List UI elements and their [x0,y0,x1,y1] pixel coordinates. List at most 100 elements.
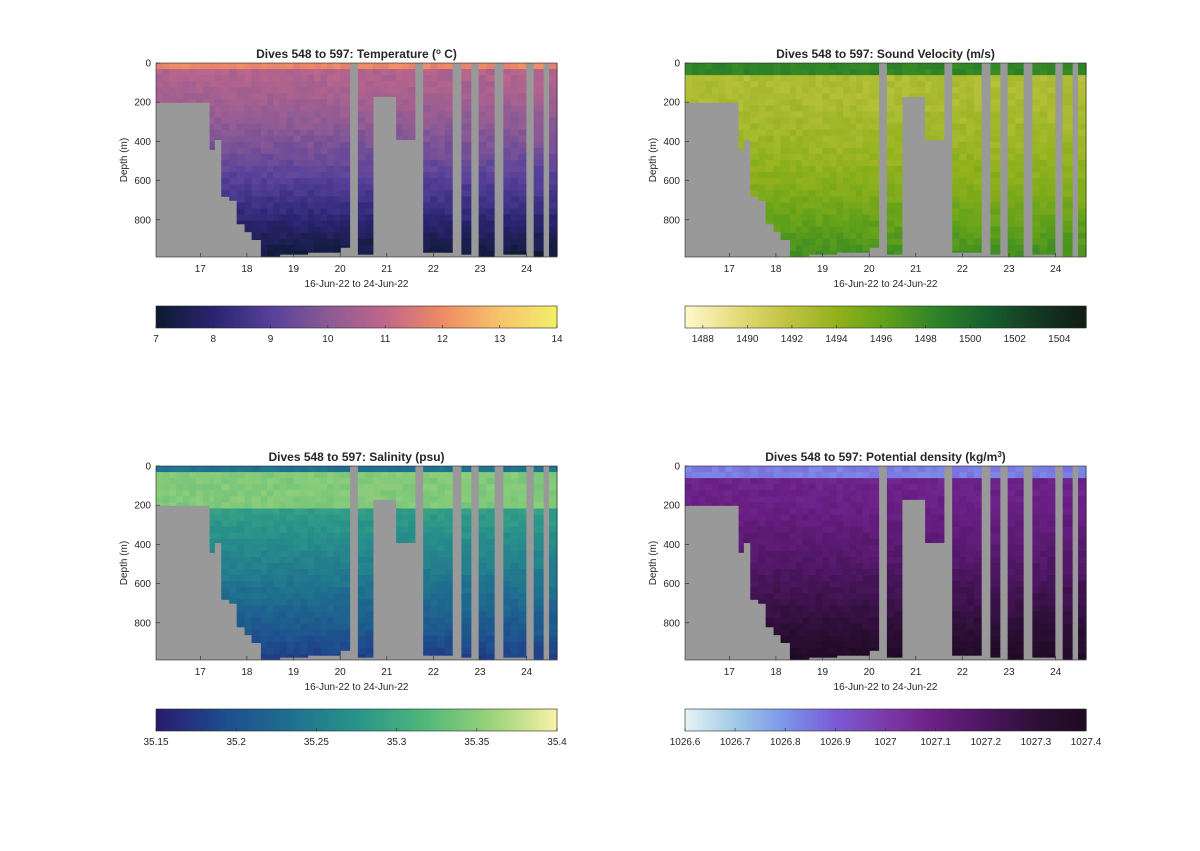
heatmap-cell [952,563,961,570]
heatmap-cell [251,484,262,491]
heatmap-cell [1007,166,1016,173]
heatmap-cell [461,220,472,228]
colorbar-segment [453,306,458,328]
heatmap-cell [815,478,824,485]
heatmap-cell [869,599,880,607]
heatmap-cell [365,250,374,255]
heatmap-cell [300,172,309,179]
colorbar-segment [553,306,558,328]
heatmap-cell [966,232,975,240]
heatmap-cell [718,75,726,82]
heatmap-cell [314,641,322,649]
heatmap-cell [843,99,851,107]
heatmap-cell [437,93,446,100]
heatmap-cell [293,550,302,558]
heatmap-cell [1062,87,1073,94]
heatmap-cell [510,81,519,88]
heatmap-cell [802,629,810,637]
heatmap-cell [789,160,797,167]
heatmap-cell [267,502,274,510]
heatmap-cell [952,123,961,131]
heatmap-cell [1015,87,1024,94]
heatmap-cell [856,105,864,113]
heatmap-cell [437,526,446,534]
heatmap-cell [1062,244,1073,252]
heatmap-cell [802,135,810,143]
heatmap-cell [478,99,487,107]
heatmap-cell [461,569,472,576]
heatmap-cell [423,623,432,631]
heatmap-cell [909,496,918,500]
heatmap-cell [273,617,281,625]
heatmap-cell [773,466,782,473]
heatmap-cell [815,629,824,637]
heatmap-cell [380,75,389,82]
heatmap-cell [503,593,512,600]
heatmap-cell [176,490,184,497]
heatmap-cell [886,502,895,510]
heatmap-cell [849,466,857,473]
heatmap-cell [320,117,328,125]
heatmap-cell [357,160,366,167]
heatmap-cell [836,490,844,497]
colorbar-segment [176,306,180,328]
heatmap-cell [1007,238,1016,246]
heatmap-cell [300,478,309,485]
heatmap-cell [780,569,791,576]
heatmap-cell [333,111,341,119]
heatmap-cell [333,490,341,497]
heatmap-cell [802,563,810,570]
heatmap-cell [286,641,295,649]
heatmap-cell [229,466,238,473]
heatmap-cell [886,190,895,197]
heatmap-cell [260,184,268,191]
heatmap-cell [765,502,775,510]
heatmap-cell [189,69,197,76]
heatmap-cell [251,593,262,600]
heatmap-cell [260,196,268,204]
heatmap-cell [510,250,519,255]
colorbar-segment [379,709,384,731]
heatmap-cell [510,508,519,516]
heatmap-cell [990,514,1001,522]
heatmap-cell [1015,599,1024,607]
heatmap-cell [273,244,281,252]
heatmap-cell [789,587,797,594]
heatmap-cell [478,514,487,522]
heatmap-cell [510,244,519,252]
heatmap-cell [862,472,870,479]
heatmap-cell [731,81,740,88]
heatmap-cell [357,226,366,234]
colorbar-segment [196,306,201,328]
heatmap-cell [244,508,253,516]
heatmap-cell [365,484,374,491]
heatmap-cell [236,202,246,210]
colorbar-tick-label: 10 [322,334,334,345]
heatmap-cell [1047,611,1056,619]
heatmap-cell [990,232,1001,240]
heatmap-cell [780,117,791,125]
heatmap-cell [901,93,911,97]
heatmap-cell [251,466,262,473]
heatmap-cell [698,93,706,100]
heatmap-cell [802,605,810,613]
heatmap-cell [327,550,335,558]
heatmap-cell [478,466,487,473]
heatmap-cell [1015,196,1024,204]
heatmap-cell [209,75,215,82]
heatmap-cell [437,147,446,155]
heatmap-cell [444,202,453,210]
heatmap-cell [894,135,903,143]
heatmap-cell [765,99,775,107]
heatmap-cell [260,202,268,210]
heatmap-cell [286,63,295,70]
heatmap-cell [750,172,759,179]
heatmap-cell [990,472,1001,479]
heatmap-cell [533,647,544,655]
heatmap-cell [300,147,309,155]
heatmap-cell [931,63,939,70]
heatmap-cell [279,141,288,149]
heatmap-cell [711,466,720,473]
heatmap-cell [478,478,487,485]
heatmap-cell [402,490,410,497]
